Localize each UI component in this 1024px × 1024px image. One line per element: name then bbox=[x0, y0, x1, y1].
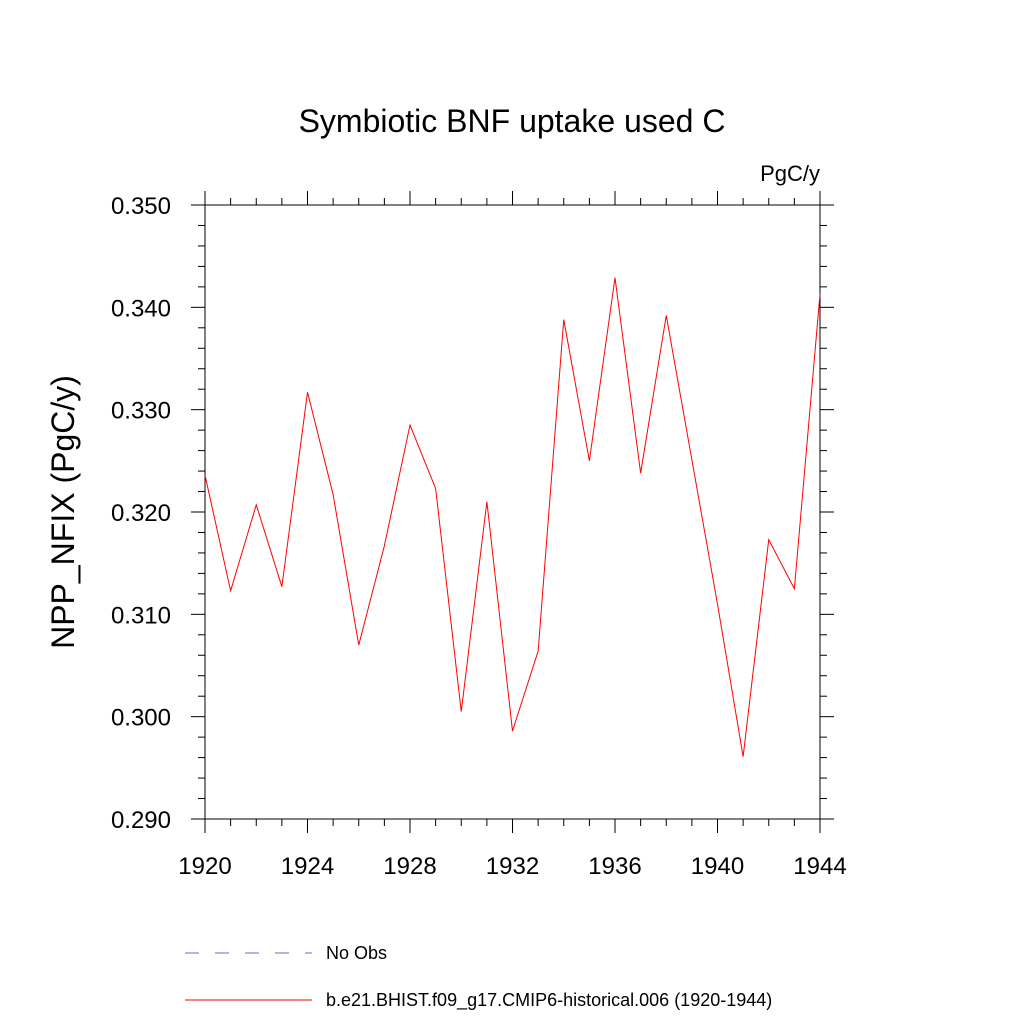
legend-label-no-obs: No Obs bbox=[326, 943, 387, 963]
y-tick-label: 0.330 bbox=[111, 398, 171, 425]
x-tick-label: 1936 bbox=[588, 853, 641, 880]
series-line bbox=[204, 277, 821, 757]
y-tick-label: 0.350 bbox=[111, 193, 171, 220]
legend-label-historical: b.e21.BHIST.f09_g17.CMIP6-historical.006… bbox=[326, 990, 772, 1011]
major-ticks bbox=[191, 191, 834, 833]
y-tick-label: 0.290 bbox=[111, 807, 171, 834]
series-group bbox=[204, 277, 821, 757]
chart-title: Symbiotic BNF uptake used C bbox=[299, 103, 726, 139]
x-tick-label: 1944 bbox=[793, 853, 846, 880]
x-tick-label: 1928 bbox=[383, 853, 436, 880]
y-tick-label: 0.310 bbox=[111, 602, 171, 629]
units-label: PgC/y bbox=[760, 161, 820, 186]
x-tick-label: 1920 bbox=[178, 853, 231, 880]
y-tick-label: 0.300 bbox=[111, 705, 171, 732]
x-tick-label: 1940 bbox=[691, 853, 744, 880]
y-tick-label: 0.340 bbox=[111, 295, 171, 322]
y-axis-label: NPP_NFIX (PgC/y) bbox=[45, 375, 81, 649]
legend: No Obs b.e21.BHIST.f09_g17.CMIP6-histori… bbox=[185, 943, 772, 1011]
x-tick-label: 1932 bbox=[486, 853, 539, 880]
y-tick-labels: 0.290 0.300 0.310 0.320 0.330 0.340 0.350 bbox=[111, 193, 171, 834]
x-tick-label: 1924 bbox=[281, 853, 334, 880]
y-tick-label: 0.320 bbox=[111, 500, 171, 527]
minor-ticks bbox=[198, 198, 827, 826]
x-tick-labels: 1920 1924 1928 1932 1936 1940 1944 bbox=[178, 853, 846, 880]
